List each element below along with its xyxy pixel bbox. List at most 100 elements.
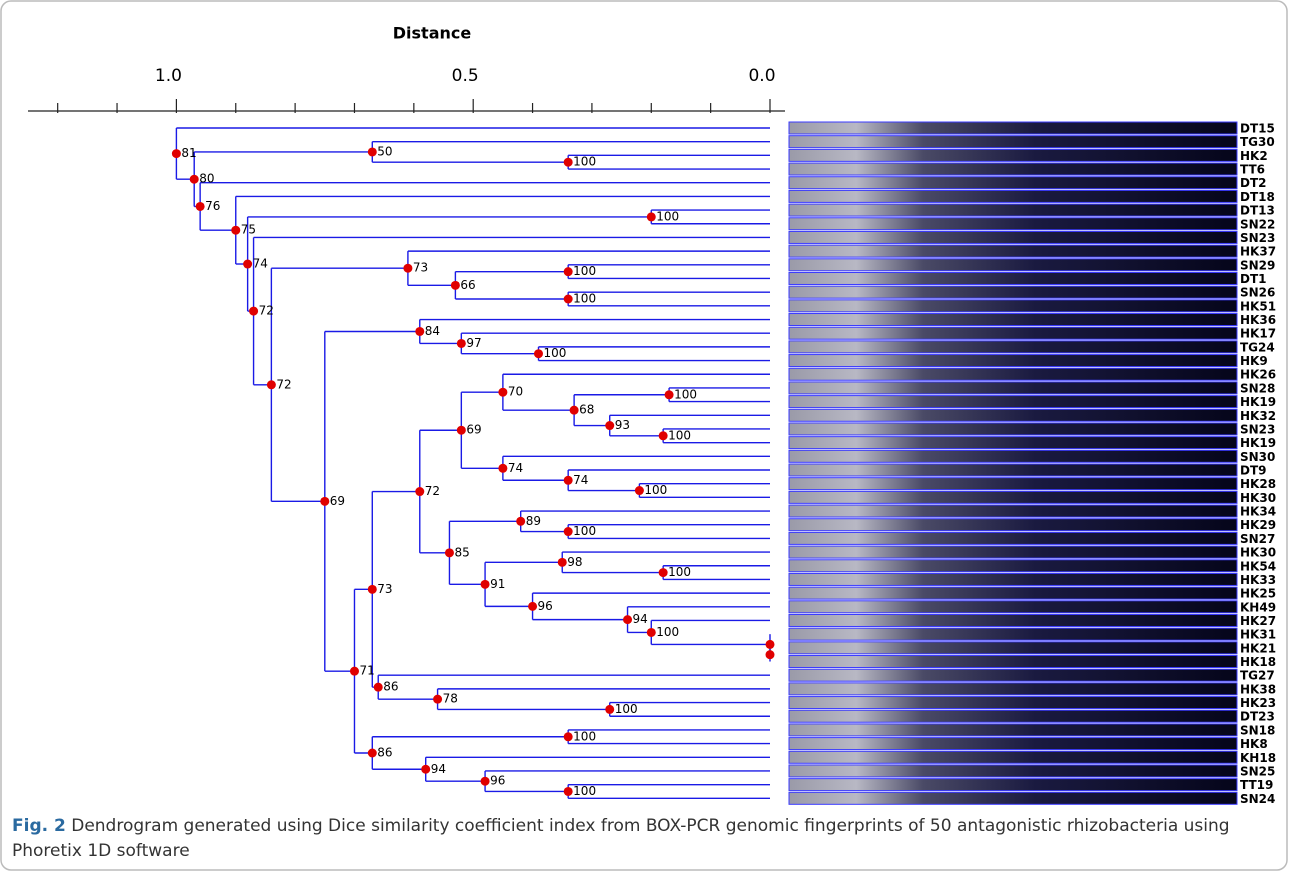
node: [457, 339, 466, 348]
gel-lane: [789, 177, 1237, 189]
leaf-label: SN22: [1240, 217, 1275, 231]
node-label: 100: [668, 428, 691, 442]
node: [564, 527, 573, 536]
gel-lane: [789, 724, 1237, 736]
gel-lane: [789, 491, 1237, 503]
node: [516, 517, 525, 526]
node: [457, 426, 466, 435]
node-label: 100: [656, 625, 679, 639]
gel-lane: [789, 573, 1237, 585]
gel-lane: [789, 601, 1237, 613]
node: [564, 476, 573, 485]
leaf-label: SN18: [1240, 723, 1275, 737]
node-label: 69: [330, 494, 345, 508]
node-label: 91: [490, 577, 505, 591]
node: [605, 421, 614, 430]
leaf-label: KH18: [1240, 751, 1276, 765]
gel-lane: [789, 656, 1237, 668]
gel-lane: [789, 245, 1237, 257]
gel-lane: [789, 765, 1237, 777]
leaf-label: SN23: [1240, 422, 1275, 436]
node-label: 73: [413, 261, 428, 275]
leaf-label: HK9: [1240, 354, 1268, 368]
leaf-label: HK8: [1240, 737, 1268, 751]
leaf-label: DT23: [1240, 710, 1275, 724]
leaf-label: SN29: [1240, 258, 1275, 272]
node-label: 100: [615, 702, 638, 716]
node-label: 72: [259, 304, 274, 318]
leaf-label: HK25: [1240, 587, 1276, 601]
node: [445, 548, 454, 557]
node-label: 100: [674, 387, 697, 401]
leaf-label: DT18: [1240, 190, 1275, 204]
node-label: 96: [538, 599, 553, 613]
node: [172, 149, 181, 158]
leaf-label: KH49: [1240, 600, 1276, 614]
node-label: 100: [656, 209, 679, 223]
leaf-label: HK51: [1240, 299, 1276, 313]
node-label: 97: [466, 336, 481, 350]
leaf-label: SN23: [1240, 231, 1275, 245]
node: [374, 683, 383, 692]
leaf-label: HK19: [1240, 395, 1276, 409]
node-label: 75: [241, 223, 256, 237]
leaf-label: HK33: [1240, 573, 1276, 587]
node-label: 50: [377, 144, 392, 158]
gel-lane: [789, 628, 1237, 640]
gel-lane: [789, 683, 1237, 695]
node: [647, 212, 656, 221]
node-label: 72: [425, 484, 440, 498]
leaf-label: DT1: [1240, 272, 1267, 286]
node-label: 100: [573, 264, 596, 278]
node-label: 76: [205, 199, 220, 213]
leaf-label: HK28: [1240, 477, 1276, 491]
node-label: 89: [526, 514, 541, 528]
gel-lane: [789, 642, 1237, 654]
node: [421, 765, 430, 774]
node-label: 98: [567, 555, 582, 569]
leaf-label: HK21: [1240, 641, 1276, 655]
leaf-label: SN24: [1240, 792, 1275, 806]
node-label: 68: [579, 403, 594, 417]
gel-lane: [789, 231, 1237, 243]
leaf-label: HK31: [1240, 628, 1276, 642]
x-tick-label: 1.0: [155, 66, 182, 86]
gel-lane: [789, 710, 1237, 722]
node-label: 70: [508, 385, 523, 399]
node: [433, 695, 442, 704]
gel-lane: [789, 546, 1237, 558]
node: [415, 327, 424, 336]
node-label: 86: [383, 680, 398, 694]
gel-lane: [789, 560, 1237, 572]
node: [635, 486, 644, 495]
gel-lane: [789, 272, 1237, 284]
gel-lane: [789, 751, 1237, 763]
leaf-label: SN28: [1240, 381, 1275, 395]
x-tick-label: 0.0: [748, 66, 775, 86]
gel-lane: [789, 149, 1237, 161]
gel-lane: [789, 437, 1237, 449]
leaf-label: TG30: [1240, 135, 1275, 149]
gel-lane: [789, 614, 1237, 626]
node: [451, 281, 460, 290]
node-label: 85: [454, 545, 469, 559]
gel-lane: [789, 286, 1237, 298]
node: [249, 307, 258, 316]
node-label: 66: [460, 278, 475, 292]
leaf-label: HK30: [1240, 546, 1276, 560]
gel-lane: [789, 779, 1237, 791]
gel-lane: [789, 464, 1237, 476]
node-label: 72: [276, 377, 291, 391]
gel-lane: [789, 532, 1237, 544]
node-label: 78: [443, 692, 458, 706]
node: [570, 406, 579, 415]
gel-lane: [789, 738, 1237, 750]
gel-lane: [789, 341, 1237, 353]
node: [605, 705, 614, 714]
leaf-label: DT9: [1240, 464, 1267, 478]
leaf-label: HK29: [1240, 518, 1276, 532]
leaf-label: HK34: [1240, 505, 1276, 519]
gel-lane: [789, 368, 1237, 380]
gel-lane: [789, 396, 1237, 408]
node-label: 93: [615, 418, 630, 432]
